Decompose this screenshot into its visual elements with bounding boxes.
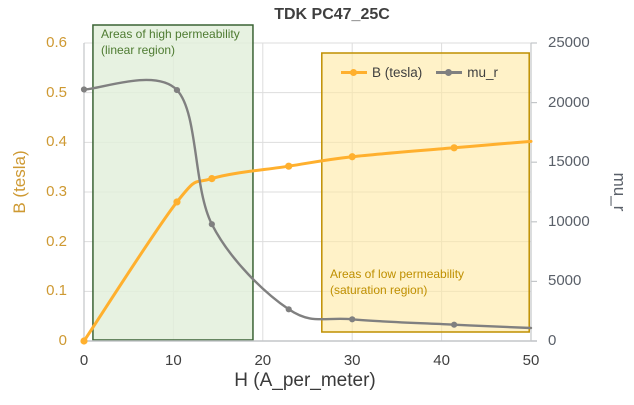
y-axis-left-title: B (tesla): [10, 150, 29, 214]
y-axis-right-tick-label: 25000: [548, 34, 590, 51]
y-axis-left-tick-label: 0.2: [46, 232, 67, 250]
y-axis-right-tick-label: 5000: [548, 272, 582, 290]
data-point-b-tesla: [80, 337, 88, 345]
y-axis-right-tick-label: 15000: [548, 153, 590, 171]
y-axis-right-tick-label: 0: [548, 332, 557, 349]
data-point-mu-r: [208, 221, 215, 228]
x-axis-tick-label: 40: [433, 352, 450, 369]
annotation-low-permeability-line1: Areas of low permeability: [330, 267, 465, 281]
chart-title: TDK PC47_25C: [274, 6, 390, 23]
data-point-b-tesla: [208, 174, 216, 183]
y-axis-left-tick-label: 0.5: [46, 83, 67, 101]
annotation-high-permeability-line2: (linear region): [101, 43, 176, 57]
y-axis-left-tick-label: 0.6: [46, 34, 67, 51]
annotation-low-permeability-line2: (saturation region): [330, 283, 428, 297]
data-point-b-tesla: [285, 162, 293, 170]
y-axis-right-tick-label: 20000: [548, 93, 590, 111]
x-axis-tick-label: 20: [254, 352, 272, 369]
legend-marker-b-tesla: [341, 69, 367, 76]
x-axis-tick-label: 0: [79, 352, 89, 369]
x-axis-tick-label: 10: [165, 352, 182, 369]
data-point-mu-r: [451, 321, 458, 328]
y-axis-left-tick-label: 0.4: [46, 133, 67, 151]
x-axis-tick-label: 50: [522, 352, 540, 369]
x-axis-title: H (A_per_meter): [234, 370, 376, 391]
data-point-mu-r: [173, 86, 181, 94]
region-low-permeability: [321, 52, 530, 333]
y-axis-left-tick-label: 0: [58, 332, 67, 349]
annotation-low-permeability: Areas of low permeability (saturation re…: [330, 266, 464, 298]
y-axis-right-tick-label: 10000: [548, 212, 590, 230]
legend-label-mu-r: mu_r: [467, 65, 499, 80]
legend: B (tesla) mu_r: [341, 65, 498, 80]
data-point-mu-r: [349, 316, 356, 323]
data-point-mu-r: [285, 306, 292, 313]
legend-item-b-tesla: B (tesla): [341, 65, 422, 80]
data-point-b-tesla: [348, 153, 356, 161]
y-axis-right-title: mu_r: [610, 172, 629, 212]
data-point-b-tesla: [173, 198, 181, 206]
data-point-b-tesla: [450, 144, 458, 152]
annotation-high-permeability: Areas of high permeability (linear regio…: [101, 26, 240, 58]
legend-item-mu-r: mu_r: [436, 65, 498, 80]
x-axis-tick-label: 30: [343, 352, 361, 369]
annotation-high-permeability-line1: Areas of high permeability: [101, 27, 240, 41]
y-axis-left-tick-label: 0.3: [46, 183, 67, 200]
y-axis-left-tick-label: 0.1: [46, 282, 67, 300]
data-point-mu-r: [80, 86, 88, 93]
legend-marker-mu-r: [436, 69, 463, 76]
legend-label-b-tesla: B (tesla): [372, 65, 423, 80]
